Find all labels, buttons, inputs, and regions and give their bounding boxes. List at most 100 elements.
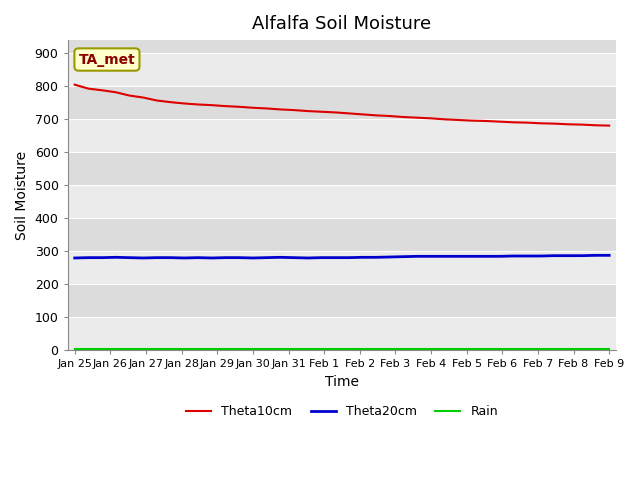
Theta20cm [140, 255, 147, 261]
Theta10cm [496, 119, 504, 124]
Rain [304, 346, 312, 352]
Theta20cm [591, 252, 599, 258]
Rain [194, 346, 202, 352]
Theta10cm [276, 107, 284, 112]
Rain [591, 346, 599, 352]
Theta20cm [427, 253, 435, 259]
Theta20cm [153, 255, 161, 261]
Theta10cm [400, 114, 408, 120]
Theta10cm [249, 105, 257, 111]
Bar [68, 40, 616, 53]
Theta20cm [71, 255, 79, 261]
Theta10cm [441, 117, 449, 122]
Theta20cm [304, 255, 312, 261]
Theta20cm [441, 253, 449, 259]
Theta20cm [372, 254, 380, 260]
Theta10cm [290, 107, 298, 113]
Rain [413, 346, 421, 352]
Theta20cm [564, 253, 572, 259]
Theta20cm [125, 255, 133, 261]
Theta10cm [167, 99, 175, 105]
Theta20cm [236, 255, 243, 261]
Line: Theta10cm: Theta10cm [75, 84, 609, 126]
Theta10cm [153, 97, 161, 103]
Title: Alfalfa Soil Moisture: Alfalfa Soil Moisture [252, 15, 431, 33]
Theta10cm [564, 121, 572, 127]
Bar [68, 120, 616, 152]
Theta10cm [194, 102, 202, 108]
Rain [496, 346, 504, 352]
Theta20cm [263, 255, 271, 261]
Theta20cm [332, 255, 339, 261]
Rain [290, 346, 298, 352]
Line: Theta20cm: Theta20cm [75, 255, 609, 258]
Rain [345, 346, 353, 352]
Theta20cm [454, 253, 462, 259]
Rain [332, 346, 339, 352]
Theta10cm [221, 103, 229, 109]
Theta10cm [332, 109, 339, 115]
Rain [125, 346, 133, 352]
Theta20cm [221, 255, 229, 261]
Theta20cm [537, 253, 545, 259]
Theta20cm [180, 255, 188, 261]
Rain [605, 346, 613, 352]
Rain [180, 346, 188, 352]
Y-axis label: Soil Moisture: Soil Moisture [15, 151, 29, 240]
Rain [550, 346, 558, 352]
Rain [167, 346, 175, 352]
Theta10cm [427, 116, 435, 121]
Theta20cm [194, 255, 202, 261]
Rain [523, 346, 531, 352]
Theta10cm [509, 120, 517, 125]
Rain [537, 346, 545, 352]
Theta20cm [290, 255, 298, 261]
Rain [221, 346, 229, 352]
Theta20cm [468, 253, 476, 259]
Bar [68, 317, 616, 350]
Rain [236, 346, 243, 352]
Theta10cm [386, 113, 394, 119]
Rain [427, 346, 435, 352]
Theta10cm [236, 104, 243, 109]
Theta20cm [208, 255, 216, 261]
Rain [400, 346, 408, 352]
Theta10cm [180, 101, 188, 107]
Theta10cm [304, 108, 312, 114]
Theta20cm [99, 255, 106, 261]
Theta20cm [249, 255, 257, 261]
Rain [208, 346, 216, 352]
Rain [454, 346, 462, 352]
Theta10cm [523, 120, 531, 125]
Rain [140, 346, 147, 352]
Theta10cm [71, 82, 79, 87]
Theta20cm [276, 254, 284, 260]
Theta20cm [317, 255, 325, 261]
Theta10cm [413, 115, 421, 120]
Theta10cm [454, 117, 462, 123]
Rain [71, 346, 79, 352]
Theta10cm [112, 89, 120, 95]
Rain [263, 346, 271, 352]
Bar [68, 152, 616, 185]
Rain [468, 346, 476, 352]
Theta10cm [263, 106, 271, 111]
Bar [68, 218, 616, 252]
Theta10cm [605, 123, 613, 129]
Theta20cm [358, 254, 366, 260]
Theta10cm [84, 86, 92, 92]
Theta20cm [84, 255, 92, 261]
Rain [317, 346, 325, 352]
Theta20cm [550, 253, 558, 259]
Rain [482, 346, 490, 352]
Theta10cm [317, 109, 325, 115]
Theta10cm [578, 122, 586, 128]
Rain [564, 346, 572, 352]
Theta20cm [112, 254, 120, 260]
Text: TA_met: TA_met [79, 52, 135, 67]
Theta10cm [591, 122, 599, 128]
Theta20cm [386, 254, 394, 260]
Bar [68, 53, 616, 86]
Theta20cm [523, 253, 531, 259]
Rain [386, 346, 394, 352]
